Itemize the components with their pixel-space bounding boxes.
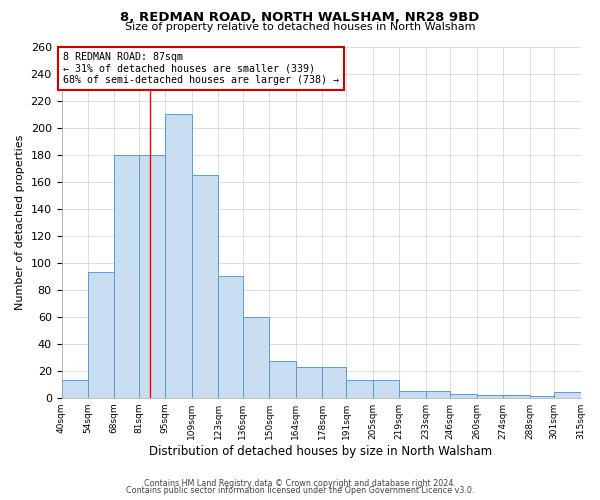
Bar — [242, 316, 269, 398]
Bar — [139, 154, 166, 398]
Bar — [450, 394, 477, 398]
Text: 8, REDMAN ROAD, NORTH WALSHAM, NR28 9BD: 8, REDMAN ROAD, NORTH WALSHAM, NR28 9BD — [121, 11, 479, 24]
Bar — [373, 380, 400, 398]
Text: Contains public sector information licensed under the Open Government Licence v3: Contains public sector information licen… — [126, 486, 474, 495]
Text: Size of property relative to detached houses in North Walsham: Size of property relative to detached ho… — [125, 22, 475, 32]
Bar — [296, 366, 322, 398]
Text: Contains HM Land Registry data © Crown copyright and database right 2024.: Contains HM Land Registry data © Crown c… — [144, 478, 456, 488]
Bar — [400, 391, 426, 398]
Bar — [88, 272, 115, 398]
Bar — [503, 395, 530, 398]
Bar — [322, 366, 346, 398]
Bar — [554, 392, 581, 398]
Bar — [166, 114, 192, 398]
Text: 8 REDMAN ROAD: 87sqm
← 31% of detached houses are smaller (339)
68% of semi-deta: 8 REDMAN ROAD: 87sqm ← 31% of detached h… — [64, 52, 340, 85]
Bar — [62, 380, 88, 398]
Bar — [218, 276, 242, 398]
Y-axis label: Number of detached properties: Number of detached properties — [15, 134, 25, 310]
Bar — [115, 154, 139, 398]
Bar — [530, 396, 554, 398]
Bar — [477, 395, 503, 398]
Bar — [346, 380, 373, 398]
Bar — [269, 361, 296, 398]
Bar — [192, 175, 218, 398]
Bar — [426, 391, 450, 398]
X-axis label: Distribution of detached houses by size in North Walsham: Distribution of detached houses by size … — [149, 444, 493, 458]
